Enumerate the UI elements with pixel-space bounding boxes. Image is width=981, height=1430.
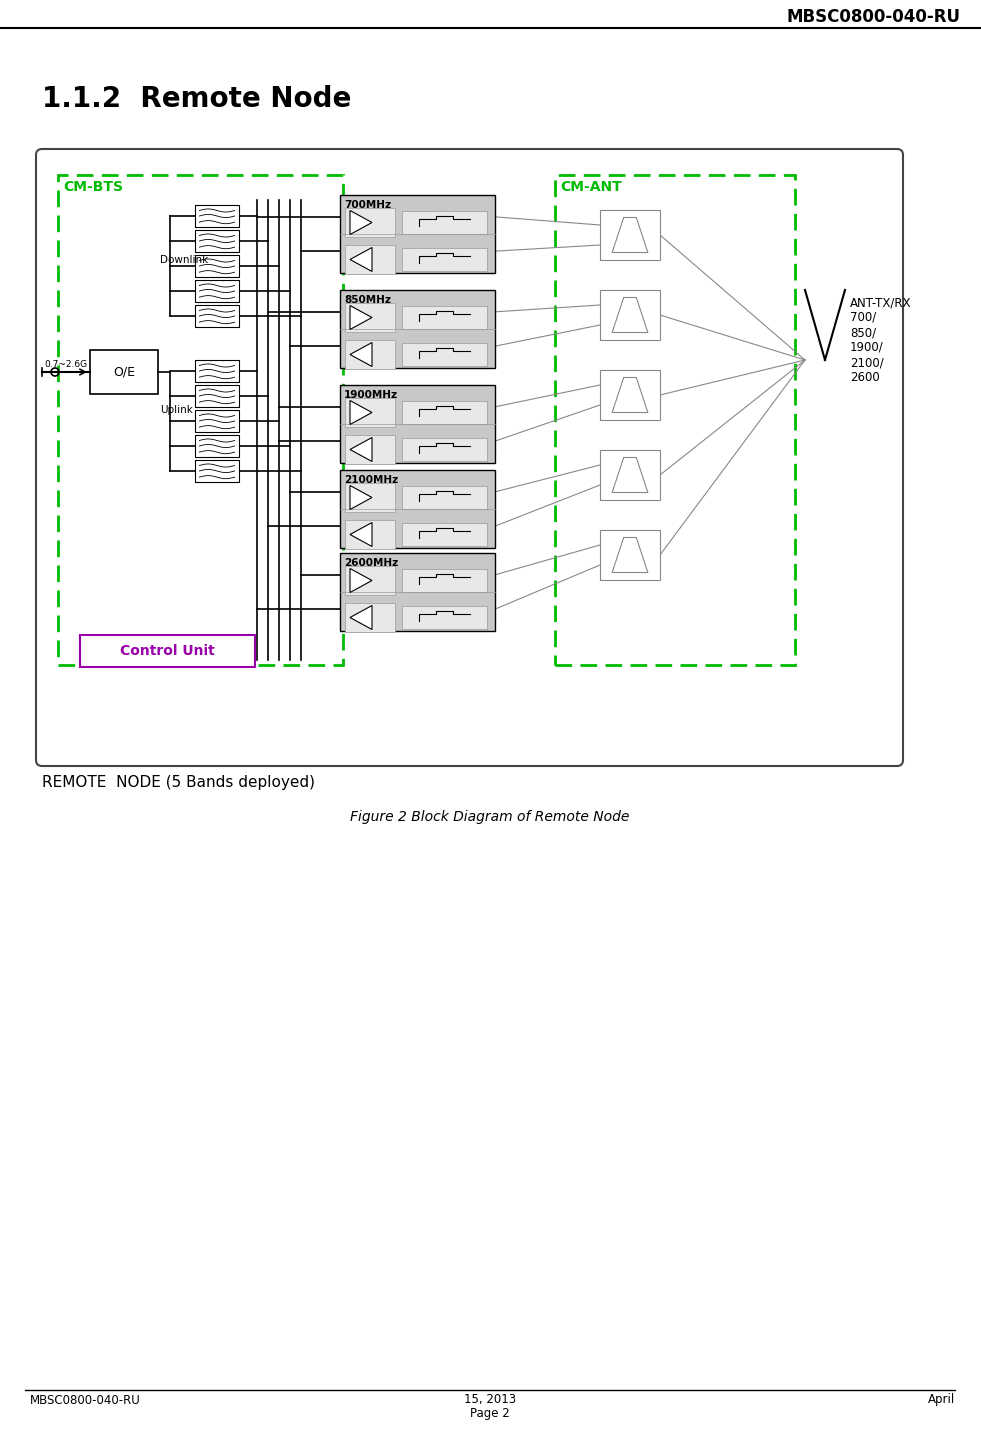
Polygon shape (350, 247, 372, 272)
Bar (195, 435, 239, 458)
Text: 2600MHz: 2600MHz (344, 558, 398, 568)
Text: Figure 2 Block Diagram of Remote Node: Figure 2 Block Diagram of Remote Node (350, 809, 630, 824)
Bar (345, 435, 395, 463)
Bar (402, 247, 487, 272)
Bar (195, 255, 239, 277)
Bar (600, 210, 660, 260)
Bar (195, 360, 239, 382)
Bar (402, 343, 487, 366)
Bar (345, 483, 395, 512)
Bar (600, 370, 660, 420)
Bar (195, 280, 239, 302)
Bar (195, 204, 239, 227)
Text: 2100MHz: 2100MHz (344, 475, 398, 485)
Bar (402, 569, 487, 592)
Bar (195, 385, 239, 408)
Bar (555, 174, 795, 665)
Bar (345, 340, 395, 369)
Polygon shape (350, 522, 372, 546)
Text: 15, 2013: 15, 2013 (464, 1393, 516, 1406)
Bar (195, 230, 239, 252)
Bar (402, 400, 487, 425)
Bar (402, 438, 487, 460)
Bar (345, 398, 395, 428)
Bar (340, 553, 495, 631)
Bar (340, 470, 495, 548)
Text: 850MHz: 850MHz (344, 295, 391, 305)
Polygon shape (350, 569, 372, 592)
Text: 1.1.2  Remote Node: 1.1.2 Remote Node (42, 84, 351, 113)
Bar (345, 245, 395, 275)
Bar (195, 410, 239, 432)
Polygon shape (350, 438, 372, 462)
Bar (345, 566, 395, 595)
Bar (345, 303, 395, 332)
Text: CM-BTS: CM-BTS (63, 180, 123, 194)
Text: Page 2: Page 2 (470, 1407, 510, 1420)
Bar (402, 306, 487, 329)
Text: Control Unit: Control Unit (120, 644, 215, 658)
Bar (58, 174, 343, 665)
Bar (402, 210, 487, 235)
Text: O/E: O/E (113, 366, 135, 379)
Bar (345, 521, 395, 549)
Bar (340, 385, 495, 463)
Bar (90, 350, 158, 395)
Bar (600, 531, 660, 581)
Text: MBSC0800-040-RU: MBSC0800-040-RU (30, 1393, 140, 1407)
Text: Uplink: Uplink (160, 405, 193, 415)
Polygon shape (350, 486, 372, 509)
FancyBboxPatch shape (36, 149, 903, 766)
Bar (345, 207, 395, 237)
Bar (600, 450, 660, 500)
Text: 700MHz: 700MHz (344, 200, 391, 210)
Bar (340, 194, 495, 273)
Text: April: April (928, 1393, 955, 1407)
Bar (340, 290, 495, 368)
Polygon shape (350, 605, 372, 629)
Bar (402, 606, 487, 629)
Text: 1900MHz: 1900MHz (344, 390, 398, 400)
Polygon shape (350, 343, 372, 366)
Polygon shape (350, 400, 372, 425)
Bar (195, 305, 239, 327)
Text: CM-ANT: CM-ANT (560, 180, 622, 194)
Text: 0.7~2.6G: 0.7~2.6G (44, 360, 87, 369)
Text: MBSC0800-040-RU: MBSC0800-040-RU (786, 9, 960, 26)
Bar (80, 635, 255, 666)
Bar (402, 486, 487, 509)
Polygon shape (350, 306, 372, 329)
Bar (345, 603, 395, 632)
Polygon shape (350, 210, 372, 235)
Bar (600, 290, 660, 340)
Bar (402, 523, 487, 546)
Bar (195, 460, 239, 482)
Text: REMOTE  NODE (5 Bands deployed): REMOTE NODE (5 Bands deployed) (42, 775, 315, 789)
Text: Downlink: Downlink (160, 255, 208, 265)
Text: ANT-TX/RX
700/
850/
1900/
2100/
2600: ANT-TX/RX 700/ 850/ 1900/ 2100/ 2600 (850, 296, 911, 385)
